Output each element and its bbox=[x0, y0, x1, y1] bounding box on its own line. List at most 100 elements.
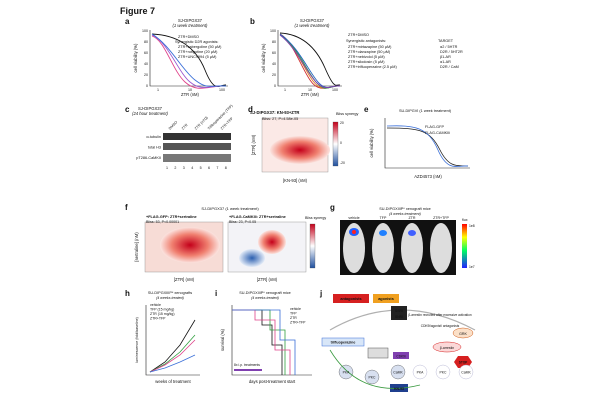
label: 8x i.p. treatments bbox=[234, 363, 260, 367]
legend-entry: ZTR+TFP bbox=[290, 321, 306, 325]
panel-letter: j bbox=[319, 289, 322, 298]
tick-label: 0 bbox=[340, 141, 342, 145]
lane-label: ZTR+TFP bbox=[220, 116, 234, 130]
lane-number: 4 bbox=[191, 166, 193, 170]
mice bbox=[343, 223, 452, 273]
label: +FLAG-GFP: ZTR+sertraline bbox=[146, 215, 197, 219]
legend-target: D2R / 5HT2R bbox=[440, 50, 463, 54]
panel-letter: d bbox=[248, 105, 253, 114]
lane-number: 5 bbox=[200, 166, 202, 170]
tick-label: 100 bbox=[219, 88, 225, 92]
label: +FLAG-CaMKIIi: ZTR+sertraline bbox=[229, 215, 286, 219]
label: Bliss synergy bbox=[336, 112, 358, 116]
legend-entry: ZTR+olanzapine (50 µM) bbox=[348, 50, 391, 54]
label: Bliss: 23, P<0.05 bbox=[229, 220, 256, 224]
label: SSRI bbox=[395, 309, 403, 313]
curve bbox=[279, 34, 341, 89]
box bbox=[333, 294, 369, 303]
label: (24 hour treatment) bbox=[132, 111, 168, 116]
colorbar bbox=[332, 121, 339, 167]
curve bbox=[151, 33, 227, 87]
kinase: PKC bbox=[440, 371, 448, 375]
label: STOP bbox=[459, 361, 468, 365]
label: AZD4573 (nM) bbox=[414, 174, 442, 179]
mouse bbox=[401, 223, 423, 273]
mouse bbox=[343, 223, 365, 273]
legend-entry: ZTR+silodosin (5 µM) bbox=[348, 60, 385, 64]
heatmap-blob bbox=[160, 227, 220, 263]
lane-number: 7 bbox=[216, 166, 218, 170]
tick-label: 60 bbox=[272, 51, 276, 55]
legend-entry: FLAG-CAMKIIi bbox=[425, 131, 450, 135]
curve bbox=[149, 354, 196, 373]
legend-entry: TFP bbox=[290, 312, 297, 316]
label: β-arrestin bbox=[440, 346, 454, 350]
axis bbox=[145, 305, 200, 376]
legend-title: Synergistic antagonists: bbox=[346, 39, 386, 43]
legend-target: α1-AR bbox=[440, 60, 451, 64]
legend-entry: ZTR+TFP bbox=[150, 317, 166, 321]
node bbox=[364, 369, 380, 385]
heatmap-blob bbox=[270, 136, 330, 164]
label: KN-93 bbox=[394, 387, 404, 391]
panel-letter: f bbox=[125, 203, 128, 212]
tick-label: 20 bbox=[340, 121, 344, 125]
label: (1 week treatment) bbox=[295, 23, 331, 28]
lane-label: DMSO bbox=[168, 120, 179, 131]
label: weeks of treatment bbox=[155, 379, 191, 384]
axis bbox=[384, 118, 470, 169]
node bbox=[458, 364, 474, 380]
curve bbox=[149, 334, 196, 373]
panel-letter: h bbox=[125, 289, 130, 298]
blot-band bbox=[163, 133, 231, 140]
tick-label: 40 bbox=[272, 62, 276, 66]
label: 1e7 bbox=[469, 265, 475, 269]
label: (4 weeks treated) bbox=[251, 296, 279, 300]
axis bbox=[277, 30, 342, 87]
label: SJ-DIPGX37: KN-93+ZTR bbox=[250, 110, 299, 115]
panel-letter: a bbox=[125, 17, 130, 26]
node bbox=[432, 341, 462, 353]
label: CDK9i bbox=[396, 355, 406, 359]
tick-label: 40 bbox=[144, 62, 148, 66]
legend-entry: TFP (15 mg/kg) bbox=[150, 308, 174, 312]
tick-label: -20 bbox=[340, 161, 345, 165]
tick-label: 0 bbox=[274, 84, 276, 88]
legend-entry: ZTR+rotigotine (20 µM) bbox=[178, 50, 218, 54]
label: 1e8 bbox=[469, 224, 475, 228]
legend-entry: ZTR+DMSO bbox=[178, 35, 199, 39]
figure-title: Figure 7 bbox=[120, 6, 155, 16]
box bbox=[393, 352, 409, 359]
tick-label: 60 bbox=[144, 51, 148, 55]
group-label: vehicle bbox=[348, 216, 359, 220]
legend-entry: vehicle bbox=[290, 307, 301, 311]
panel-letter: e bbox=[364, 105, 369, 114]
legend-entry: ZTR+trifluoperazine (2.5 µM) bbox=[348, 65, 397, 69]
label: antagonists bbox=[340, 297, 361, 301]
curve bbox=[232, 309, 296, 375]
band-label: α-tubulin bbox=[146, 135, 161, 139]
node bbox=[412, 364, 428, 380]
kinase: PKA bbox=[343, 371, 351, 375]
curve bbox=[149, 339, 196, 373]
label: [ZTR] (nM) bbox=[174, 277, 195, 282]
legend-entry: ZTR+mirtazapine (50 µM) bbox=[348, 45, 392, 49]
kinase: PKC bbox=[369, 376, 377, 380]
curve bbox=[149, 319, 196, 373]
label: luminescence (fold/baseline) bbox=[135, 317, 139, 363]
legend-entry: ZTR+UNC9994 (5 µM) bbox=[178, 55, 217, 59]
label: SU-DIPGVI (1 week treatment) bbox=[399, 109, 452, 113]
band-label: total H3 bbox=[148, 146, 161, 150]
label: cell viability (%) bbox=[133, 43, 138, 72]
label: [sertraline] (nM) bbox=[134, 232, 139, 262]
legend-target: D2R / CaM bbox=[440, 65, 459, 69]
colorbar bbox=[462, 224, 467, 268]
node bbox=[452, 327, 474, 339]
label: GRK bbox=[459, 332, 467, 336]
label: ZTR (nM) bbox=[181, 92, 200, 97]
signal bbox=[379, 230, 387, 236]
kinase: CaMK bbox=[461, 371, 471, 375]
kinase: CaMK bbox=[393, 371, 403, 375]
tick-label: 10 bbox=[188, 88, 192, 92]
lane-label: ZTR bbox=[181, 123, 189, 131]
